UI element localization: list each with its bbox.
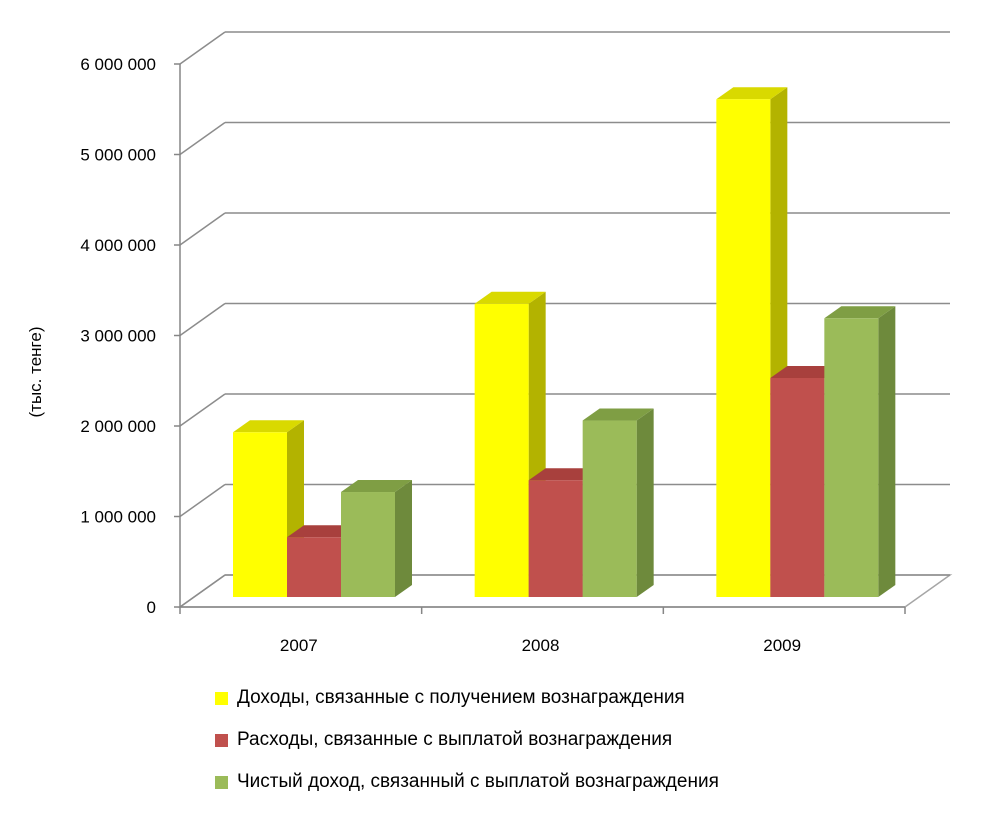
legend-swatch-net — [215, 775, 228, 789]
gridline — [179, 302, 950, 337]
y-tick-labels: 0 1 000 000 2 000 000 3 000 000 4 000 000 5 0… — [80, 55, 156, 617]
y-tick-label: 2 000 000 — [80, 417, 156, 436]
bar-chart: 0 1 000 000 2 000 000 3 000 000 4 000 000 5 0… — [26, 31, 953, 655]
bars — [233, 87, 896, 597]
legend-item-expenses: Расходы, связанные с выплатой вознагражд… — [215, 729, 719, 750]
axes — [174, 63, 906, 614]
legend-label-expenses: Расходы, связанные с выплатой вознагражд… — [237, 729, 673, 750]
legend: Доходы, связанные с получением вознаграж… — [215, 687, 719, 814]
bar-income-2008 — [474, 291, 546, 597]
legend-item-income: Доходы, связанные с получением вознаграж… — [215, 687, 719, 708]
gridline — [179, 31, 950, 65]
legend-swatch-income — [215, 691, 228, 705]
bar-net-2009 — [824, 306, 896, 597]
legend-label-income: Доходы, связанные с получением вознаграж… — [237, 687, 685, 708]
y-tick-label: 5 000 000 — [80, 146, 156, 165]
category-label-2009: 2009 — [763, 636, 801, 655]
legend-label-net: Чистый доход, связанный с выплатой возна… — [237, 771, 719, 792]
category-label-2007: 2007 — [280, 636, 318, 655]
bar-net-2008 — [582, 408, 654, 597]
gridline — [179, 121, 950, 156]
y-tick-label: 1 000 000 — [80, 508, 156, 527]
bar-net-2007 — [341, 480, 412, 597]
legend-swatch-expenses — [215, 733, 228, 747]
gridline — [179, 212, 950, 246]
y-tick-label: 4 000 000 — [80, 236, 156, 255]
category-label-2008: 2008 — [522, 636, 560, 655]
y-tick-label: 0 — [147, 598, 156, 617]
y-axis-title: (тыс. тенге) — [26, 327, 45, 418]
y-tick-label: 3 000 000 — [80, 327, 156, 346]
category-labels: 2007 2008 2009 — [280, 636, 801, 655]
legend-item-net: Чистый доход, связанный с выплатой возна… — [215, 771, 719, 792]
y-tick-label: 6 000 000 — [80, 55, 156, 74]
